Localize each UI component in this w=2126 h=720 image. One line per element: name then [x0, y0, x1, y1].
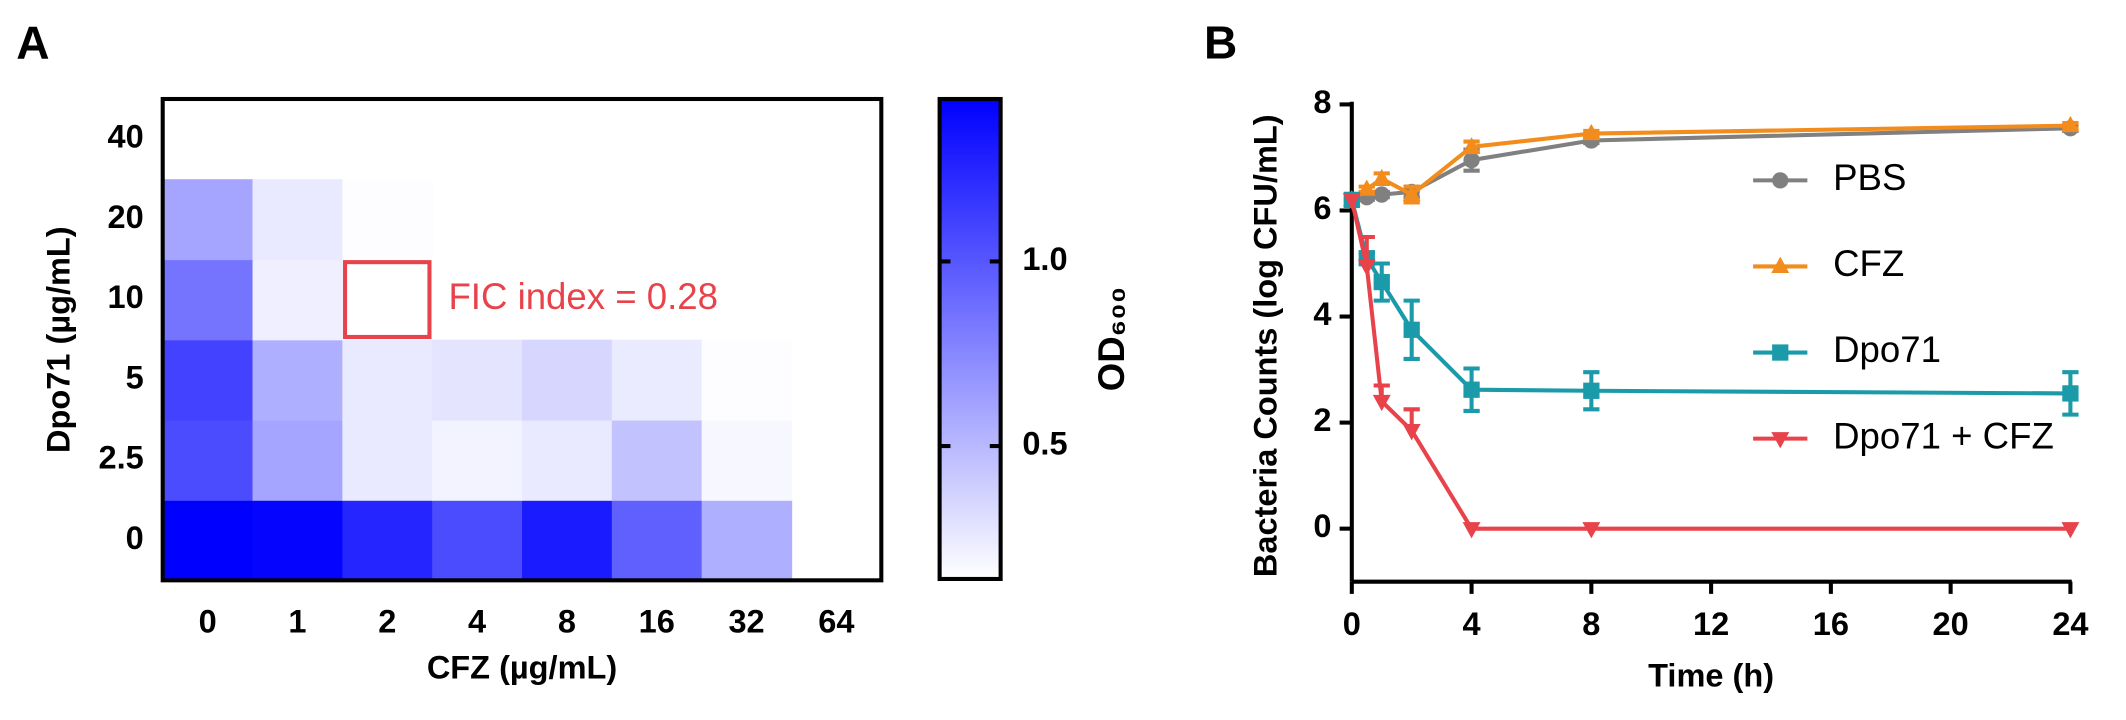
series-line — [1349, 199, 2071, 396]
y-tick-label: 0 — [126, 520, 144, 556]
marker — [1372, 168, 1391, 186]
legend-marker — [1772, 344, 1789, 361]
marker — [1402, 424, 1421, 441]
y-axis-label: Dpo71 (µg/mL) — [41, 226, 77, 453]
marker — [1403, 321, 1420, 338]
colorbar-tick-label: 1.0 — [1022, 241, 1067, 277]
legend-label: PBS — [1833, 157, 1906, 198]
marker — [1373, 273, 1390, 291]
marker — [1373, 186, 1390, 203]
marker — [1342, 193, 1361, 210]
x-tick-label: 4 — [468, 603, 486, 639]
heatmap-cell — [252, 500, 344, 582]
legend-label: CFZ — [1833, 243, 1904, 284]
y-axis-label: Bacteria Counts (log CFU/mL) — [1247, 114, 1283, 577]
marker — [1582, 123, 1601, 141]
heatmap-cell — [252, 259, 344, 341]
marker — [1582, 522, 1601, 539]
x-tick-label: 4 — [1463, 606, 1481, 642]
legend-label: Dpo71 — [1833, 329, 1941, 370]
series-line — [1351, 126, 2071, 202]
heatmap-cell — [611, 419, 703, 501]
x-tick-label: 16 — [639, 603, 675, 639]
heatmap-cell — [522, 339, 613, 421]
colorbar — [937, 96, 1003, 582]
heatmap-cell — [432, 339, 523, 421]
marker — [2062, 385, 2079, 402]
marker — [2061, 522, 2080, 539]
marker — [1357, 259, 1376, 276]
marker — [1462, 137, 1481, 154]
annotation: FIC index = 0.28 — [448, 276, 718, 317]
heatmap-cell — [162, 179, 254, 261]
legend-marker — [1772, 172, 1789, 189]
heatmap-cell — [522, 419, 613, 501]
plot-frame — [160, 96, 884, 583]
heatmap-cell — [701, 339, 793, 421]
heatmap-cell — [162, 419, 254, 501]
marker — [1463, 381, 1480, 398]
y-tick-label: 5 — [126, 359, 144, 395]
heatmap-cell — [252, 339, 344, 421]
heatmap-cell — [342, 339, 433, 421]
y-tick-label: 2.5 — [98, 440, 143, 476]
panel-label: B — [1204, 16, 1237, 68]
heatmap-cell — [252, 179, 344, 261]
marker — [2061, 115, 2080, 133]
y-tick-label: 20 — [108, 199, 144, 235]
heatmap-cell — [342, 179, 433, 261]
heatmap-cell — [162, 259, 254, 341]
heatmap-cell — [162, 500, 254, 582]
x-tick-label: 0 — [1343, 606, 1361, 642]
x-tick-label: 0 — [199, 603, 217, 639]
heatmap-cell — [342, 419, 433, 501]
legend-label: Dpo71 + CFZ — [1833, 415, 2054, 456]
y-tick-label: 40 — [108, 119, 144, 155]
x-tick-label: 64 — [818, 603, 854, 639]
heatmap-cell — [611, 500, 703, 582]
colorbar-label: OD₆₀₀ — [1091, 287, 1132, 392]
heatmap-cell — [432, 500, 523, 582]
x-tick-label: 2 — [378, 603, 396, 639]
x-tick-label: 12 — [1693, 606, 1729, 642]
x-tick-label: 16 — [1813, 606, 1849, 642]
y-tick-label: 2 — [1313, 402, 1331, 438]
heatmap-cell — [522, 500, 613, 582]
x-tick-label: 20 — [1933, 606, 1969, 642]
y-tick-label: 0 — [1313, 508, 1331, 544]
marker — [1583, 382, 1600, 399]
marker — [1402, 184, 1421, 202]
x-axis-label: Time (h) — [1648, 658, 1774, 694]
y-tick-label: 4 — [1313, 296, 1331, 332]
legend-marker — [1771, 432, 1790, 449]
heatmap-cell — [252, 419, 344, 501]
x-tick-label: 32 — [728, 603, 764, 639]
heatmap-cell — [162, 339, 254, 421]
x-tick-label: 1 — [288, 603, 306, 639]
panel-label: A — [16, 16, 49, 68]
y-tick-label: 10 — [108, 279, 144, 315]
x-tick-label: 8 — [1582, 606, 1600, 642]
x-tick-label: 8 — [558, 603, 576, 639]
annotation-box — [343, 260, 432, 339]
marker — [1462, 522, 1481, 539]
y-tick-label: 6 — [1313, 190, 1331, 226]
marker — [1463, 151, 1480, 169]
marker — [1372, 394, 1391, 412]
y-tick-label: 8 — [1313, 84, 1331, 120]
x-tick-label: 24 — [2052, 606, 2088, 642]
x-axis-label: CFZ (µg/mL) — [427, 649, 617, 685]
heatmap-cell — [701, 500, 793, 582]
marker — [1357, 179, 1376, 196]
heatmap-cell — [701, 419, 793, 501]
series-line — [1349, 199, 2071, 531]
colorbar-tick-label: 0.5 — [1022, 426, 1067, 462]
heatmap-cell — [611, 339, 703, 421]
heatmap-cell — [342, 500, 433, 582]
heatmap-cell — [432, 419, 523, 501]
legend-marker — [1771, 256, 1790, 273]
